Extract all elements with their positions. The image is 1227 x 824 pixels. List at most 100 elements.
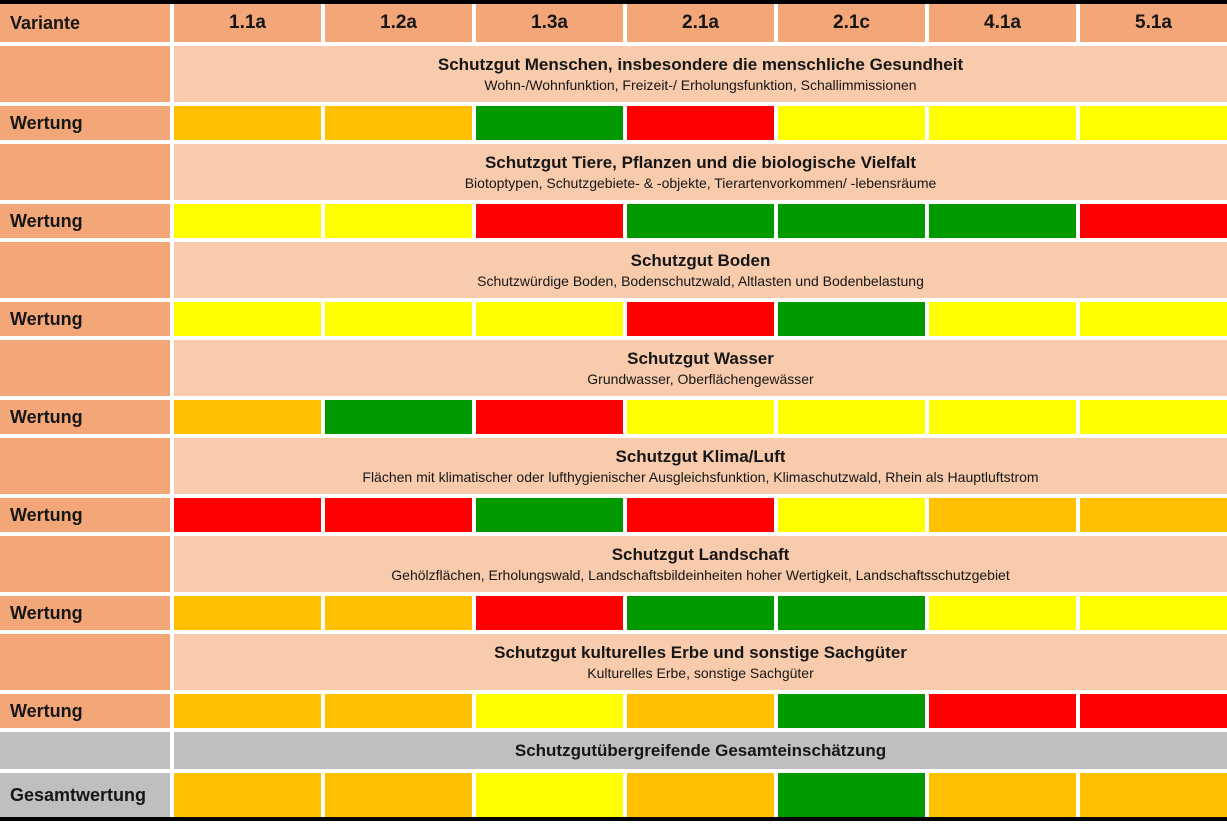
column-header-1.1a: 1.1a [174, 4, 321, 42]
section-subtitle: Gehölzflächen, Erholungswald, Landschaft… [391, 566, 1010, 583]
wertung-row-label: Wertung [0, 204, 170, 238]
wertung-row-label: Wertung [0, 694, 170, 728]
gesamt-rating-cell-4.1a [929, 773, 1076, 817]
wertung-row-label: Wertung [0, 106, 170, 140]
gesamt-rating-cell-1.1a [174, 773, 321, 817]
section-subtitle: Kulturelles Erbe, sonstige Sachgüter [587, 664, 814, 681]
rating-cell-2.1c [778, 400, 925, 434]
rating-cell-2.1c [778, 302, 925, 336]
rating-cell-5.1a [1080, 204, 1227, 238]
section-header: Schutzgut Menschen, insbesondere die men… [174, 46, 1227, 102]
column-header-1.3a: 1.3a [476, 4, 623, 42]
rating-cell-2.1a [627, 400, 774, 434]
gesamt-rating-cell-5.1a [1080, 773, 1227, 817]
section-label-spacer [0, 144, 170, 200]
rating-cell-4.1a [929, 302, 1076, 336]
rating-cell-1.2a [325, 106, 472, 140]
rating-cell-2.1a [627, 106, 774, 140]
gesamt-rating-cell-1.3a [476, 773, 623, 817]
rating-cell-1.3a [476, 596, 623, 630]
rating-cell-1.1a [174, 498, 321, 532]
rating-cell-4.1a [929, 596, 1076, 630]
rating-cell-5.1a [1080, 400, 1227, 434]
section-title: Schutzgut Wasser [627, 348, 774, 368]
column-header-2.1a: 2.1a [627, 4, 774, 42]
rating-cell-2.1c [778, 596, 925, 630]
rating-cell-2.1c [778, 204, 925, 238]
rating-cell-1.2a [325, 596, 472, 630]
summary-label-spacer [0, 732, 170, 769]
rating-cell-1.2a [325, 400, 472, 434]
section-title: Schutzgut Landschaft [611, 544, 790, 564]
rating-cell-1.1a [174, 400, 321, 434]
rating-cell-1.1a [174, 596, 321, 630]
section-label-spacer [0, 634, 170, 690]
rating-cell-5.1a [1080, 596, 1227, 630]
rating-cell-2.1a [627, 302, 774, 336]
section-header: Schutzgut Boden Schutzwürdige Boden, Bode… [174, 242, 1227, 298]
wertung-row-label: Wertung [0, 400, 170, 434]
column-header-2.1c: 2.1c [778, 4, 925, 42]
rating-cell-5.1a [1080, 302, 1227, 336]
section-header: Schutzgut Klima/Luft Flächen mit klimatis… [174, 438, 1227, 494]
rating-cell-1.1a [174, 302, 321, 336]
rating-cell-4.1a [929, 498, 1076, 532]
corner-header-variante: Variante [0, 4, 170, 42]
gesamtwertung-row-label: Gesamtwertung [0, 773, 170, 817]
rating-cell-1.2a [325, 204, 472, 238]
rating-cell-1.3a [476, 302, 623, 336]
wertung-row-label: Wertung [0, 596, 170, 630]
section-header: Schutzgut Wasser Grundwasser, Oberflächen… [174, 340, 1227, 396]
section-subtitle: Schutzwürdige Boden, Bodenschutzwald, Al… [477, 272, 924, 289]
rating-cell-1.1a [174, 106, 321, 140]
section-label-spacer [0, 536, 170, 592]
section-label-spacer [0, 242, 170, 298]
gesamt-rating-cell-1.2a [325, 773, 472, 817]
section-label-spacer [0, 46, 170, 102]
column-header-4.1a: 4.1a [929, 4, 1076, 42]
wertung-row-label: Wertung [0, 302, 170, 336]
rating-cell-5.1a [1080, 694, 1227, 728]
section-header: Schutzgut Tiere, Pflanzen und die biolog… [174, 144, 1227, 200]
rating-cell-4.1a [929, 400, 1076, 434]
section-label-spacer [0, 340, 170, 396]
rating-cell-2.1c [778, 498, 925, 532]
section-title: Schutzgut kulturelles Erbe und sonstige … [494, 642, 907, 662]
rating-cell-1.2a [325, 302, 472, 336]
rating-cell-1.2a [325, 498, 472, 532]
rating-cell-2.1a [627, 694, 774, 728]
rating-cell-2.1c [778, 694, 925, 728]
section-subtitle: Biotoptypen, Schutzgebiete- & -objekte, … [464, 174, 937, 191]
rating-cell-2.1c [778, 106, 925, 140]
rating-cell-1.2a [325, 694, 472, 728]
rating-cell-2.1a [627, 204, 774, 238]
rating-cell-4.1a [929, 106, 1076, 140]
rating-cell-1.3a [476, 106, 623, 140]
section-title: Schutzgut Boden [630, 250, 771, 270]
assessment-grid: Variante 1.1a 1.2a 1.3a 2.1a 2.1c 4.1a 5.1a Sch… [0, 4, 1227, 817]
section-subtitle: Flächen mit klimatischer oder lufthygien… [362, 468, 1039, 485]
wertung-row-label: Wertung [0, 498, 170, 532]
rating-cell-1.3a [476, 694, 623, 728]
rating-cell-1.3a [476, 498, 623, 532]
rating-cell-1.1a [174, 204, 321, 238]
rating-cell-1.3a [476, 400, 623, 434]
rating-cell-4.1a [929, 204, 1076, 238]
gesamt-rating-cell-2.1a [627, 773, 774, 817]
section-label-spacer [0, 438, 170, 494]
column-header-1.2a: 1.2a [325, 4, 472, 42]
rating-cell-5.1a [1080, 498, 1227, 532]
column-header-5.1a: 5.1a [1080, 4, 1227, 42]
section-header: Schutzgut kulturelles Erbe und sonstige … [174, 634, 1227, 690]
section-title: Schutzgut Menschen, insbesondere die men… [437, 54, 964, 74]
rating-cell-4.1a [929, 694, 1076, 728]
rating-cell-2.1a [627, 498, 774, 532]
section-title: Schutzgut Klima/Luft [615, 446, 786, 466]
gesamt-rating-cell-2.1c [778, 773, 925, 817]
summary-header: Schutzgutübergreifende Gesamteinschätzun… [174, 732, 1227, 769]
section-subtitle: Grundwasser, Oberflächengewässer [587, 370, 814, 387]
section-header: Schutzgut Landschaft Gehölzflächen, Erhol… [174, 536, 1227, 592]
rating-cell-5.1a [1080, 106, 1227, 140]
rating-cell-2.1a [627, 596, 774, 630]
